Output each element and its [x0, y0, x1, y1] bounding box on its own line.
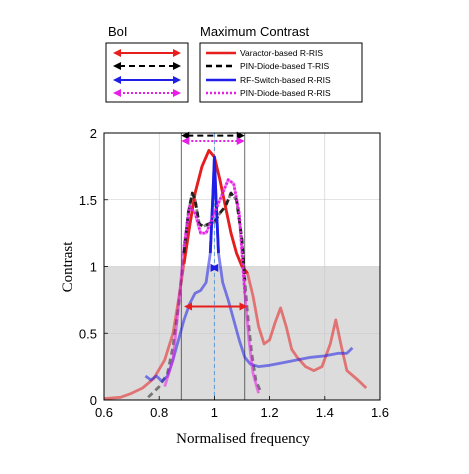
bol-legend [113, 49, 181, 97]
series-rf-switch-r-ris-highlight [208, 155, 220, 254]
legend-label-rf-switch: RF-Switch-based R-RIS [240, 75, 331, 85]
bol-legend-arrow-pin-diode-r-ris [113, 89, 181, 97]
legend-label-varactor: Varactor-based R-RIS [240, 48, 323, 58]
y-tick-label: 0.5 [79, 326, 97, 341]
bol-legend-arrow-varactor-r-ris-head-right [173, 49, 181, 57]
bol-legend-arrow-pin-diode-t-ris-head-right [173, 62, 181, 70]
legend-label-pin-t: PIN-Diode-based T-RIS [240, 61, 329, 71]
y-tick-label: 2 [90, 126, 97, 141]
bol-legend-arrow-rf-switch-r-ris-head-left [113, 76, 121, 84]
x-axis-label: Normalised frequency [176, 431, 310, 447]
x-tick-label: 0.8 [150, 405, 168, 420]
bol-legend-arrow-pin-diode-t-ris [113, 62, 181, 70]
series-pin-diode-t-ris-highlight [182, 191, 247, 280]
contrast-legend: Varactor-based R-RIS PIN-Diode-based T-R… [206, 48, 331, 98]
plot-area: 0.6 0.8 1 1.2 1.4 1.6 0 0.5 1 1.5 2 [79, 126, 389, 420]
x-tick-label: 1.4 [316, 405, 334, 420]
x-tick-label: 1.6 [371, 405, 389, 420]
bol-legend-arrow-pin-diode-r-ris-head-right [173, 89, 181, 97]
bandwidth-arrow-pin-diode-t-ris-head-left [181, 131, 190, 140]
bol-legend-arrow-varactor-r-ris-head-left [113, 49, 121, 57]
y-tick-label: 1.5 [79, 193, 97, 208]
bandwidth-arrow-pin-diode-r-ris-head-left [181, 137, 190, 146]
bandwidth-arrow-varactor-r-ris-head-right [239, 302, 248, 311]
bandwidth-arrow-pin-diode-r-ris-head-right [236, 137, 245, 146]
bandwidth-arrow-pin-diode-t-ris-head-right [236, 131, 245, 140]
series-pin-diode-r-ris-highlight [182, 178, 247, 294]
series-varactor-r-ris-highlight [182, 149, 249, 275]
bol-legend-arrow-pin-diode-t-ris-head-left [113, 62, 121, 70]
bandwidth-arrow-rf-switch-r-ris [210, 263, 219, 272]
bol-legend-arrow-rf-switch-r-ris [113, 76, 181, 84]
bandwidth-arrow-rf-switch-r-ris-head-right [210, 263, 219, 272]
y-axis-label: Contrast [60, 241, 76, 293]
x-tick-label: 0.6 [95, 405, 113, 420]
bandwidth-arrow-varactor-r-ris [184, 302, 248, 311]
bandwidth-arrow-varactor-r-ris-head-left [184, 302, 193, 311]
bandwidth-arrow-pin-diode-r-ris [181, 137, 245, 146]
y-tick-label: 1 [90, 260, 97, 275]
contrast-legend-title: Maximum Contrast [200, 24, 309, 39]
legend-label-pin-r: PIN-Diode-based R-RIS [240, 88, 331, 98]
bandwidth-arrow-pin-diode-t-ris [181, 131, 245, 140]
y-tick-label: 0 [90, 393, 97, 408]
bol-legend-title: BoI [108, 24, 128, 39]
bol-legend-arrow-rf-switch-r-ris-head-right [173, 76, 181, 84]
bol-legend-arrow-varactor-r-ris [113, 49, 181, 57]
x-tick-label: 1.2 [261, 405, 279, 420]
x-tick-label: 1 [211, 405, 218, 420]
bol-legend-arrow-pin-diode-r-ris-head-left [113, 89, 121, 97]
